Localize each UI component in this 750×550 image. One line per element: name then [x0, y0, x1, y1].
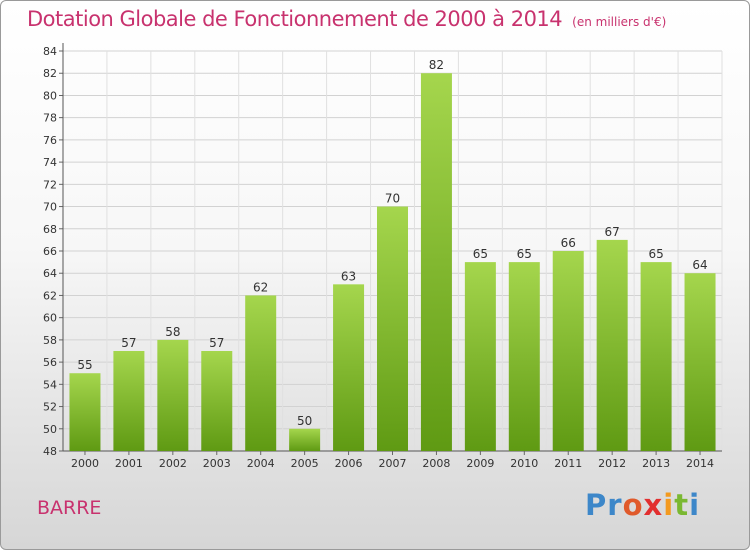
- x-tick-label-2004: 2004: [247, 457, 275, 470]
- y-tick-label: 58: [43, 334, 57, 347]
- y-tick-label: 52: [43, 401, 57, 414]
- value-label-2006: 63: [341, 269, 356, 283]
- value-label-2012: 67: [605, 225, 620, 239]
- value-label-2010: 65: [517, 247, 532, 261]
- x-tick-label-2005: 2005: [291, 457, 319, 470]
- value-labels: 55 57 58 57 62 50 63 70 82 65 65 66 67 65 64: [77, 58, 707, 428]
- x-tick-label-2006: 2006: [335, 457, 363, 470]
- bar-2000: [69, 373, 101, 451]
- x-tick-label-2007: 2007: [379, 457, 407, 470]
- value-label-2008: 82: [429, 58, 444, 72]
- bar-2013: [640, 262, 672, 451]
- x-tick-label-2002: 2002: [159, 457, 187, 470]
- proxiti-logo[interactable]: Proxiti: [585, 488, 701, 522]
- y-tick-label: 72: [43, 178, 57, 191]
- y-tick-label: 82: [43, 67, 57, 80]
- bar-2006: [333, 284, 365, 451]
- chart-title: Dotation Globale de Fonctionnement de 20…: [27, 7, 666, 31]
- bar-2003: [201, 351, 233, 451]
- y-tick-label: 74: [43, 156, 57, 169]
- y-tick-label: 60: [43, 312, 57, 325]
- x-tick-label-2012: 2012: [598, 457, 626, 470]
- bar-2008: [420, 73, 452, 451]
- y-tick-label: 68: [43, 223, 57, 236]
- value-label-2007: 70: [385, 192, 400, 206]
- tick-labels: 48 50 52 54 56 58 60 62 64 66 68 70 72 74 76 78 80 82 84 20…: [43, 45, 714, 470]
- value-label-2000: 55: [77, 358, 92, 372]
- bar-2011: [552, 251, 584, 451]
- bars: [69, 73, 716, 451]
- value-label-2002: 58: [165, 325, 180, 339]
- value-label-2004: 62: [253, 280, 268, 294]
- y-tick-label: 66: [43, 245, 57, 258]
- y-tick-label: 80: [43, 89, 57, 102]
- bar-2009: [464, 262, 496, 451]
- y-tick-label: 62: [43, 289, 57, 302]
- bar-2007: [377, 206, 408, 451]
- bar-2014: [684, 273, 716, 451]
- y-tick-label: 50: [43, 423, 57, 436]
- x-tick-label-2014: 2014: [686, 457, 714, 470]
- x-tick-label-2000: 2000: [71, 457, 99, 470]
- y-tick-label: 70: [43, 201, 57, 214]
- value-label-2014: 64: [692, 258, 707, 272]
- y-tick-label: 64: [43, 267, 57, 280]
- y-tick-label: 78: [43, 112, 57, 125]
- y-tick-label: 84: [43, 45, 57, 58]
- value-label-2001: 57: [121, 336, 136, 350]
- x-tick-label-2009: 2009: [466, 457, 494, 470]
- bar-2001: [113, 351, 145, 451]
- y-tick-label: 56: [43, 356, 57, 369]
- bar-2002: [157, 339, 189, 451]
- x-tick-label-2011: 2011: [554, 457, 582, 470]
- bar-2005: [289, 428, 321, 451]
- y-tick-label: 76: [43, 134, 57, 147]
- value-label-2013: 65: [648, 247, 663, 261]
- bar-2012: [596, 239, 628, 451]
- bar-2010: [508, 262, 540, 451]
- value-label-2009: 65: [473, 247, 488, 261]
- x-tick-label-2013: 2013: [642, 457, 670, 470]
- chart-subtitle: (en milliers d'€): [572, 15, 667, 29]
- y-tick-label: 54: [43, 378, 57, 391]
- value-label-2011: 66: [561, 236, 576, 250]
- value-label-2003: 57: [209, 336, 224, 350]
- x-tick-label-2003: 2003: [203, 457, 231, 470]
- x-tick-label-2010: 2010: [510, 457, 538, 470]
- x-tick-label-2008: 2008: [422, 457, 450, 470]
- y-tick-label: 48: [43, 445, 57, 458]
- chart-title-text: Dotation Globale de Fonctionnement de 20…: [27, 7, 563, 31]
- bar-2004: [245, 295, 277, 451]
- value-label-2005: 50: [297, 414, 312, 428]
- place-name: BARRE: [37, 497, 102, 519]
- x-tick-label-2001: 2001: [115, 457, 143, 470]
